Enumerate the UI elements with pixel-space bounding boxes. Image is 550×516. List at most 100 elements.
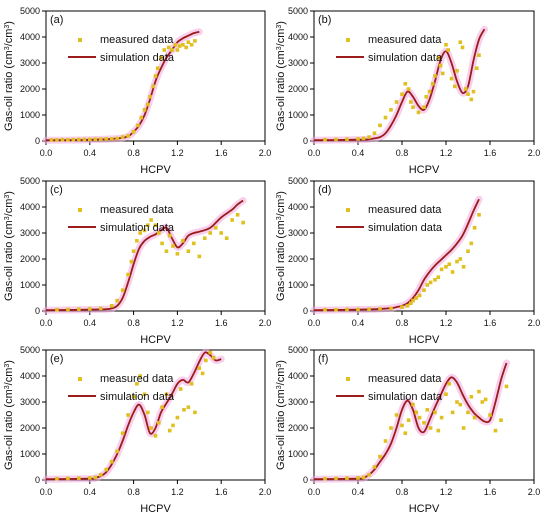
measured-point <box>167 233 172 238</box>
measured-point <box>433 278 437 282</box>
measured-point <box>186 405 191 409</box>
y-tick-label: 3000 <box>20 228 40 238</box>
measured-point <box>400 305 404 309</box>
measured-point <box>334 307 338 312</box>
measured-point <box>202 236 207 240</box>
measured-point <box>184 45 188 50</box>
measured-point <box>177 44 182 48</box>
y-tick-label: 3000 <box>20 397 40 407</box>
measured-point <box>471 89 476 94</box>
measured-point <box>475 66 479 70</box>
measured-point <box>164 249 169 253</box>
legend-marker-measured <box>78 38 82 42</box>
measured-point <box>151 84 156 89</box>
measured-point <box>171 244 175 248</box>
measured-point <box>361 136 366 141</box>
x-tick-label: 2.0 <box>259 318 272 328</box>
measured-point <box>189 43 194 47</box>
measured-point <box>323 137 327 142</box>
measured-point <box>175 252 180 256</box>
measured-point <box>417 415 422 420</box>
measured-point <box>334 476 338 481</box>
measured-point <box>186 249 191 253</box>
y-tick-label: 0 <box>35 306 40 316</box>
legend-label-measured: measured data <box>368 373 442 385</box>
measured-point <box>135 382 139 386</box>
measured-point <box>109 304 114 308</box>
measured-point <box>422 421 426 425</box>
y-tick-label: 2000 <box>288 84 308 94</box>
y-axis-label-superscript: 3 <box>4 195 11 199</box>
y-tick-label: 5000 <box>288 6 308 16</box>
measured-point <box>469 97 474 102</box>
measured-point <box>181 43 185 47</box>
chart-panel: 0.0 0.4 0.8 1.2 1.6 2.0 0 1000 2000 3000 4000 5000 H… <box>3 345 271 515</box>
y-axis-label: Gas-oil ratio (cm3/cm3) <box>3 191 15 301</box>
measured-point <box>173 43 178 47</box>
y-tick-label: 4000 <box>20 202 40 212</box>
measured-point <box>126 272 130 277</box>
measured-point <box>166 45 171 50</box>
measured-point <box>82 137 87 142</box>
measured-point <box>383 439 388 443</box>
y-tick-label: 4000 <box>288 371 308 381</box>
chart-panel: 0.0 0.4 0.8 1.2 1.6 2.0 0 1000 2000 3000 4000 5000 H… <box>275 345 540 515</box>
y-tick-label: 1000 <box>288 110 308 120</box>
x-tick-label: 1.6 <box>484 318 497 328</box>
y-axis-label-superscript: 3 <box>276 195 283 199</box>
measured-point <box>77 476 81 480</box>
y-tick-label: 0 <box>303 136 308 146</box>
measured-point <box>439 267 444 272</box>
measured-point <box>224 236 229 240</box>
measured-point <box>450 410 455 415</box>
measured-point <box>159 56 163 60</box>
y-tick-label: 5000 <box>288 345 308 355</box>
x-tick-label: 0.0 <box>308 318 321 328</box>
measured-point <box>109 137 114 141</box>
measured-point <box>461 426 466 430</box>
measured-point <box>372 465 377 469</box>
measured-point <box>139 115 144 120</box>
measured-point <box>389 426 393 430</box>
x-tick-label: 1.2 <box>171 487 184 497</box>
legend-label-measured: measured data <box>100 34 174 46</box>
measured-point <box>192 241 196 246</box>
measured-point <box>411 298 415 303</box>
measured-point <box>428 280 433 285</box>
measured-point <box>425 283 430 287</box>
legend-label-simulation: simulation data <box>100 222 175 234</box>
measured-point <box>356 137 360 141</box>
y-axis-label-superscript: 3 <box>4 364 11 368</box>
measured-point <box>425 408 430 412</box>
measured-point <box>378 307 382 311</box>
measured-point <box>400 92 404 96</box>
measured-point <box>378 454 382 459</box>
measured-point <box>458 40 463 44</box>
x-axis-label: HCPV <box>140 334 171 346</box>
measured-point <box>389 108 393 112</box>
measured-point <box>444 265 448 269</box>
measured-point <box>66 307 70 312</box>
y-tick-label: 2000 <box>288 254 308 264</box>
legend-label-measured: measured data <box>368 204 442 216</box>
y-tick-label: 5000 <box>20 345 40 355</box>
measured-point <box>436 275 441 279</box>
measured-point <box>323 307 327 312</box>
y-axis-label-superscript: 3 <box>276 364 283 368</box>
measured-point <box>181 239 185 243</box>
x-axis-label: HCPV <box>140 503 171 515</box>
measured-point <box>178 387 183 391</box>
y-axis-label-part: ) <box>275 21 287 25</box>
measured-point <box>466 249 470 253</box>
measured-point <box>241 220 245 225</box>
x-tick-label: 0.8 <box>396 148 409 158</box>
measured-point <box>424 95 428 99</box>
measured-point <box>66 476 70 481</box>
y-axis-label-part: /cm <box>275 368 287 386</box>
y-axis-label: Gas-oil ratio (cm3/cm3) <box>275 360 287 470</box>
measured-point <box>446 48 450 52</box>
x-axis-label: HCPV <box>409 334 440 346</box>
measured-point <box>411 402 415 407</box>
measured-point <box>142 392 147 396</box>
y-axis-label: Gas-oil ratio (cm3/cm3) <box>3 360 15 470</box>
